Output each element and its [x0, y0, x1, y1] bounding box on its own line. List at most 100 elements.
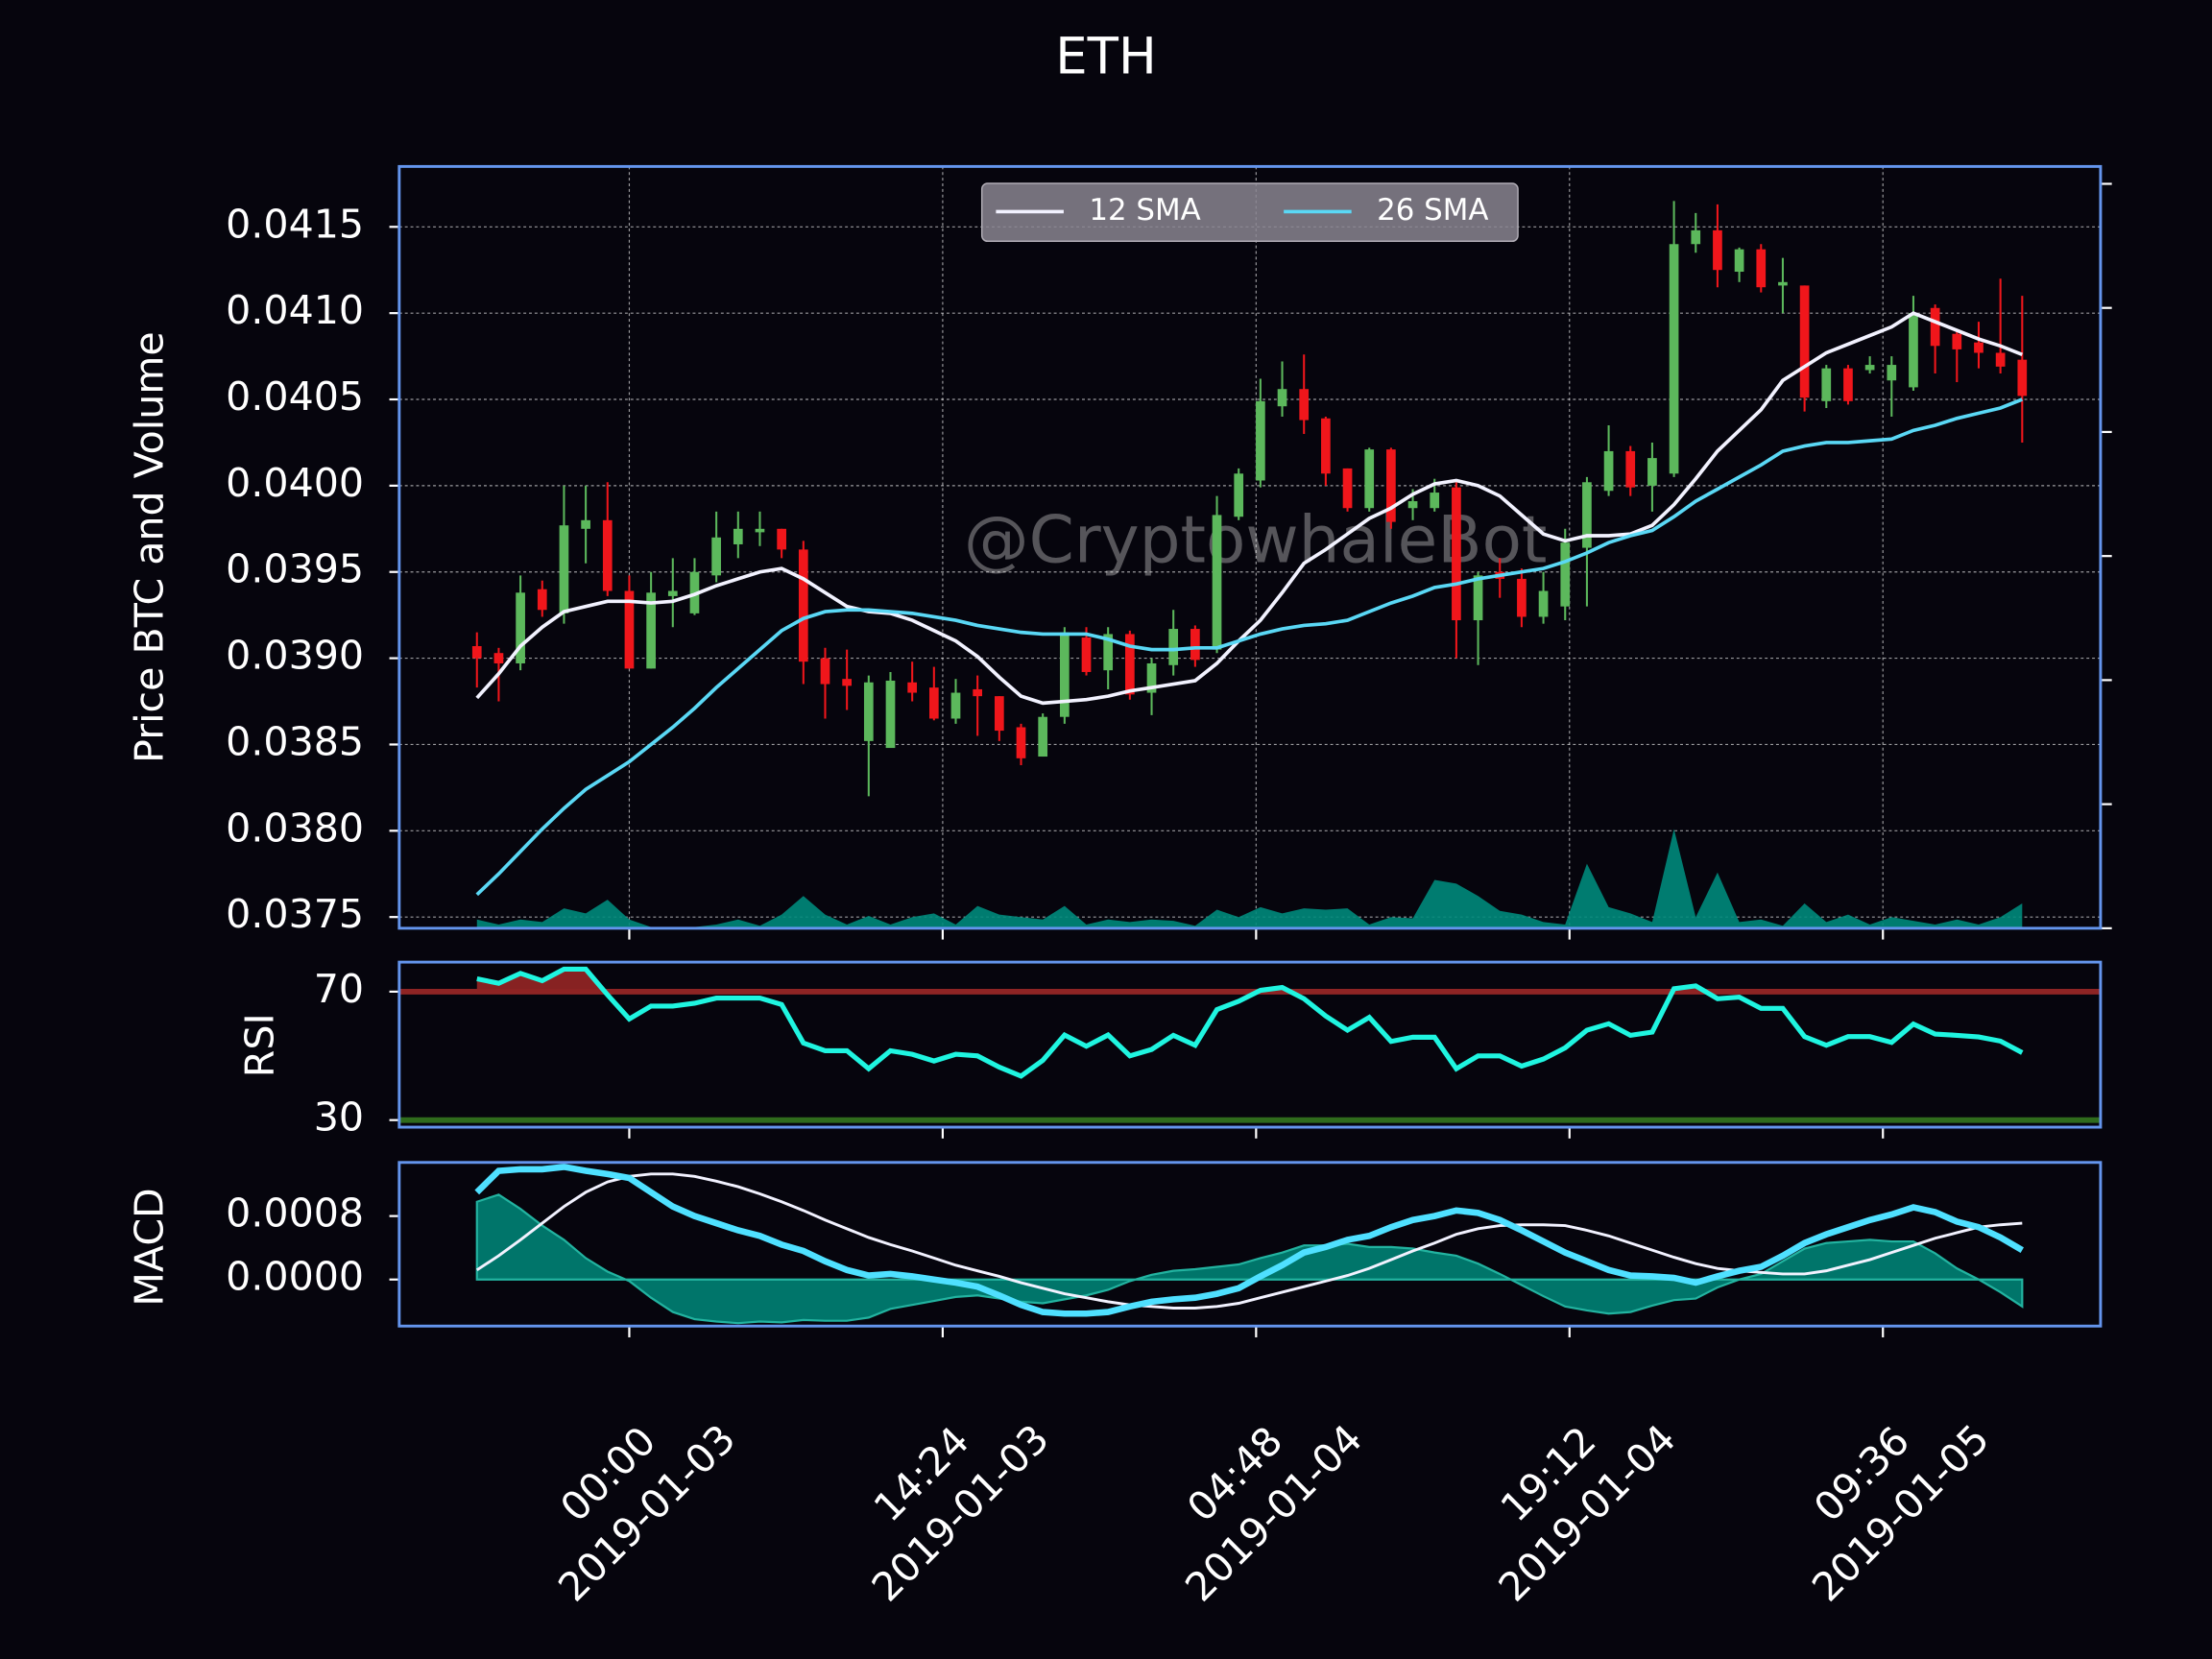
candle-body	[1952, 333, 1962, 349]
sma-line	[475, 397, 2023, 897]
candle-body	[1016, 727, 1026, 758]
candle-body	[1146, 662, 1157, 693]
candle-body	[646, 592, 656, 669]
candle-body	[798, 549, 808, 662]
candle-body	[1887, 365, 1897, 381]
candle-body	[1778, 281, 1788, 286]
candle-body	[1299, 389, 1310, 421]
candle-body	[1190, 629, 1200, 661]
axes-frame	[397, 960, 2103, 1129]
axes-frame	[397, 1161, 2103, 1328]
y-axis-label: MACD	[127, 1188, 173, 1306]
candle-body	[581, 519, 590, 529]
candle-body	[1342, 468, 1353, 509]
candle-body	[1909, 313, 1918, 388]
y-tick-label: 0.0400	[226, 460, 364, 506]
candle-body	[559, 525, 569, 613]
candle-body	[1647, 458, 1657, 486]
candle-body	[1821, 368, 1832, 401]
candle-body	[1234, 473, 1244, 517]
candle-body	[1603, 450, 1614, 492]
y-tick-label: 0.0410	[226, 287, 364, 333]
candle-body	[1625, 450, 1636, 488]
candle-body	[493, 653, 504, 663]
y-tick-label: 0.0380	[226, 805, 364, 851]
y-tick-label: 0.0000	[226, 1254, 364, 1300]
candle-body	[1386, 449, 1396, 522]
y-axis-label: Price BTC and Volume	[127, 331, 173, 763]
candle-body	[1995, 352, 2006, 367]
candle-body	[733, 528, 743, 544]
candle-body	[1473, 575, 1483, 621]
y-tick-label: 0.0008	[226, 1190, 364, 1237]
legend-label: 26 SMA	[1377, 193, 1488, 228]
candle-body	[1125, 634, 1135, 695]
candle-body	[1517, 578, 1527, 617]
y-tick-label: 0.0405	[226, 373, 364, 420]
y-tick-label: 0.0395	[226, 546, 364, 592]
indicator-line	[475, 1172, 2023, 1310]
y-tick-label: 0.0375	[226, 891, 364, 937]
indicator-line	[476, 966, 2024, 1079]
candle-body	[1713, 229, 1722, 271]
candle-body	[973, 688, 983, 697]
candle-body	[1930, 307, 1940, 347]
legend-label: 12 SMA	[1089, 193, 1200, 228]
candle-body	[1081, 637, 1092, 672]
candle-body	[1212, 515, 1222, 650]
candle-body	[994, 696, 1004, 732]
y-axis-label: RSI	[236, 1013, 282, 1077]
candle-body	[1364, 449, 1375, 509]
candle-body	[755, 528, 765, 533]
candle-body	[1452, 487, 1461, 621]
axes-frame	[397, 164, 2103, 930]
candle-body	[537, 589, 547, 611]
candle-body	[885, 680, 896, 749]
chart-title: ETH	[1055, 27, 1156, 85]
candle-body	[1843, 368, 1853, 401]
candle-body	[1799, 285, 1810, 398]
candle-body	[1538, 590, 1549, 617]
candle-body	[602, 519, 613, 591]
candle-body	[1168, 629, 1179, 665]
y-tick-label: 0.0385	[226, 718, 364, 764]
y-tick-label: 30	[314, 1094, 364, 1141]
candle-body	[1038, 716, 1048, 757]
y-tick-label: 0.0415	[226, 201, 364, 247]
candle-body	[950, 692, 961, 719]
candle-body	[1582, 482, 1592, 548]
indicator-line	[474, 1164, 2024, 1317]
candle-body	[777, 528, 786, 550]
candle-body	[1864, 365, 1875, 371]
candle-body	[711, 537, 721, 576]
candle-body	[2017, 359, 2028, 397]
candle-body	[516, 592, 525, 663]
candle-body	[1974, 342, 1984, 353]
plot-area: @CryptowhaleBot	[471, 201, 2028, 928]
legend-box	[980, 182, 1519, 243]
candle-body	[1103, 634, 1114, 671]
candle-body	[1321, 418, 1331, 474]
candle-body	[1407, 501, 1418, 509]
candle-body	[1756, 249, 1767, 288]
candle-body	[1256, 400, 1265, 481]
sma-line	[475, 311, 2023, 706]
candle-body	[863, 682, 874, 741]
candle-body	[471, 646, 482, 659]
candle-body	[1691, 229, 1701, 245]
candle-body	[624, 590, 635, 669]
candle-body	[1059, 632, 1070, 717]
candle-body	[1560, 542, 1571, 607]
candle-body	[820, 658, 830, 685]
candle-body	[907, 682, 918, 693]
candle-body	[928, 687, 939, 719]
candle-body	[842, 679, 852, 686]
histogram-area	[475, 1193, 2024, 1325]
y-tick-label: 70	[314, 966, 364, 1012]
candle-body	[667, 590, 678, 596]
watermark: @CryptowhaleBot	[964, 502, 1547, 578]
y-tick-label: 0.0390	[226, 633, 364, 679]
